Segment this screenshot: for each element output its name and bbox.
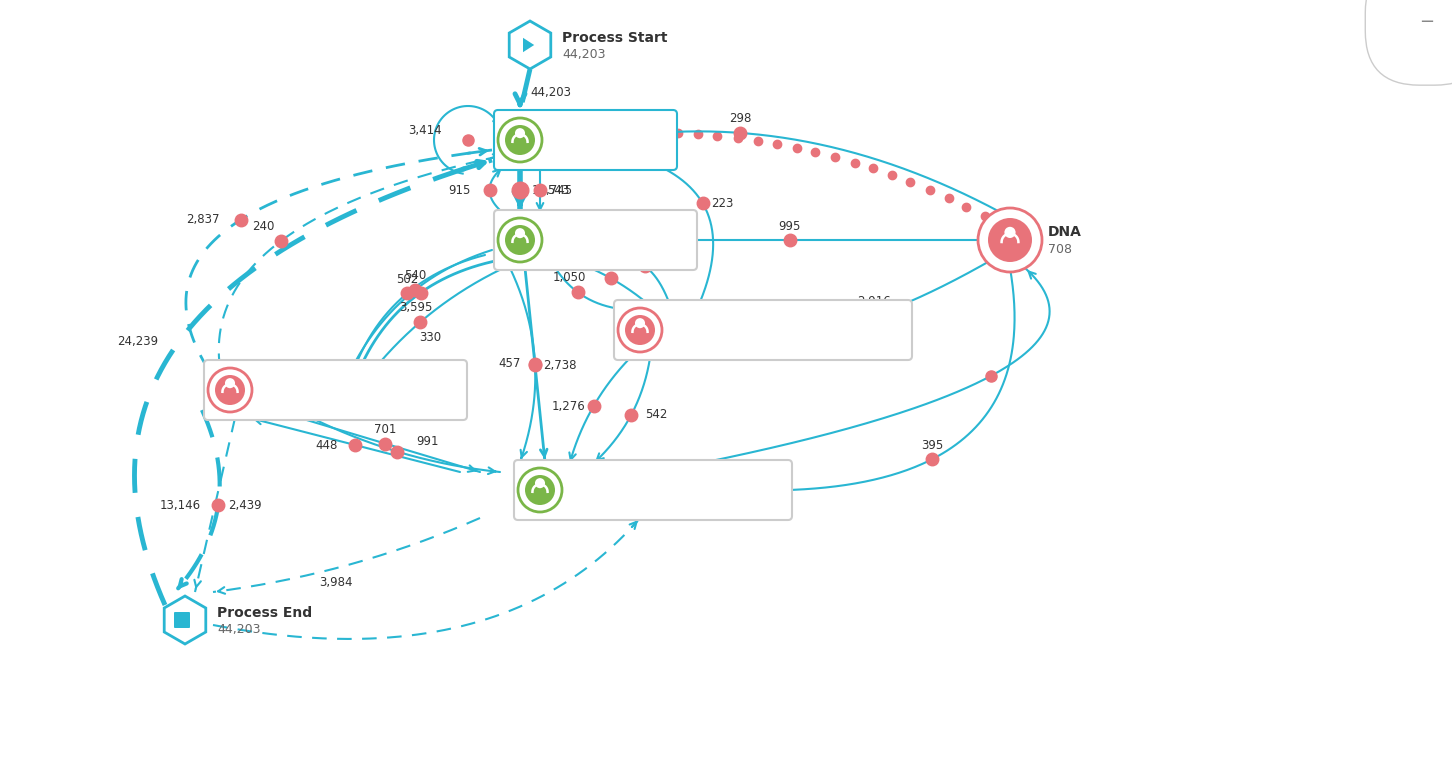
Circle shape: [979, 208, 1043, 272]
Text: 14,745: 14,745: [531, 183, 574, 197]
Text: 44,203: 44,203: [562, 47, 605, 60]
Circle shape: [215, 375, 245, 405]
Text: 298: 298: [729, 112, 751, 125]
Text: 13,146: 13,146: [160, 499, 200, 512]
Polygon shape: [523, 38, 534, 52]
Text: Future appointment booked: Future appointment booked: [668, 315, 887, 329]
Circle shape: [987, 218, 1032, 262]
Circle shape: [1005, 227, 1015, 238]
Text: 2,837: 2,837: [186, 213, 219, 226]
Circle shape: [518, 468, 562, 512]
Text: 2,916: 2,916: [857, 295, 892, 308]
Text: 457: 457: [499, 358, 521, 371]
FancyBboxPatch shape: [614, 300, 912, 360]
Circle shape: [624, 315, 655, 345]
Text: 2,439: 2,439: [228, 498, 261, 511]
Text: 915: 915: [449, 183, 470, 197]
Circle shape: [498, 218, 542, 262]
FancyBboxPatch shape: [494, 210, 697, 270]
Text: 18,868: 18,868: [547, 243, 592, 256]
Text: 540: 540: [404, 269, 427, 282]
Text: 502: 502: [396, 272, 418, 285]
Circle shape: [498, 118, 542, 162]
Text: −: −: [1420, 13, 1435, 31]
Circle shape: [505, 125, 534, 155]
Text: 1,050: 1,050: [553, 271, 587, 284]
Text: Process Start: Process Start: [562, 31, 668, 45]
Text: 701: 701: [373, 423, 396, 436]
Circle shape: [225, 378, 235, 388]
Text: 1,905: 1,905: [648, 259, 682, 272]
Text: 395: 395: [921, 439, 944, 452]
Circle shape: [515, 228, 526, 238]
FancyBboxPatch shape: [174, 612, 190, 628]
Text: 543: 543: [547, 183, 569, 197]
Text: 542: 542: [645, 408, 668, 421]
Circle shape: [534, 478, 544, 488]
Text: 448: 448: [317, 439, 338, 452]
Polygon shape: [164, 596, 206, 644]
Text: 24,239: 24,239: [116, 335, 158, 348]
Text: 223: 223: [711, 197, 733, 210]
Text: 1,276: 1,276: [552, 400, 585, 413]
Circle shape: [526, 475, 555, 505]
Text: 3,595: 3,595: [399, 301, 433, 314]
Text: Process End: Process End: [216, 606, 312, 620]
Polygon shape: [510, 21, 550, 69]
Text: 991: 991: [415, 435, 439, 448]
FancyBboxPatch shape: [494, 110, 677, 170]
Text: 4,234: 4,234: [258, 392, 293, 405]
Text: 330: 330: [420, 330, 441, 343]
Text: Outpatient Appointment: Outpatient Appointment: [568, 475, 759, 489]
FancyBboxPatch shape: [203, 360, 468, 420]
Circle shape: [505, 225, 534, 255]
Text: 708: 708: [1048, 243, 1072, 256]
Text: 240: 240: [253, 221, 274, 233]
Circle shape: [635, 318, 645, 328]
Text: 3,984: 3,984: [319, 576, 353, 589]
Text: Last attended: Last attended: [547, 225, 658, 239]
Text: 2,796: 2,796: [668, 333, 704, 346]
Circle shape: [619, 308, 662, 352]
Text: 995: 995: [778, 220, 802, 233]
Text: 2,738: 2,738: [543, 359, 576, 372]
Text: DNA: DNA: [1048, 225, 1082, 239]
Text: 7,732: 7,732: [568, 492, 604, 506]
Circle shape: [208, 368, 253, 412]
Text: 3,414: 3,414: [408, 124, 441, 137]
FancyBboxPatch shape: [514, 460, 791, 520]
Circle shape: [515, 128, 526, 138]
Text: RTT start: RTT start: [547, 125, 620, 139]
Text: 44,203: 44,203: [216, 623, 260, 636]
Text: 325: 325: [620, 259, 642, 272]
Text: 44,203: 44,203: [530, 86, 571, 99]
Text: Appointment cancelled: Appointment cancelled: [258, 375, 439, 389]
Text: 44,203: 44,203: [547, 143, 591, 156]
